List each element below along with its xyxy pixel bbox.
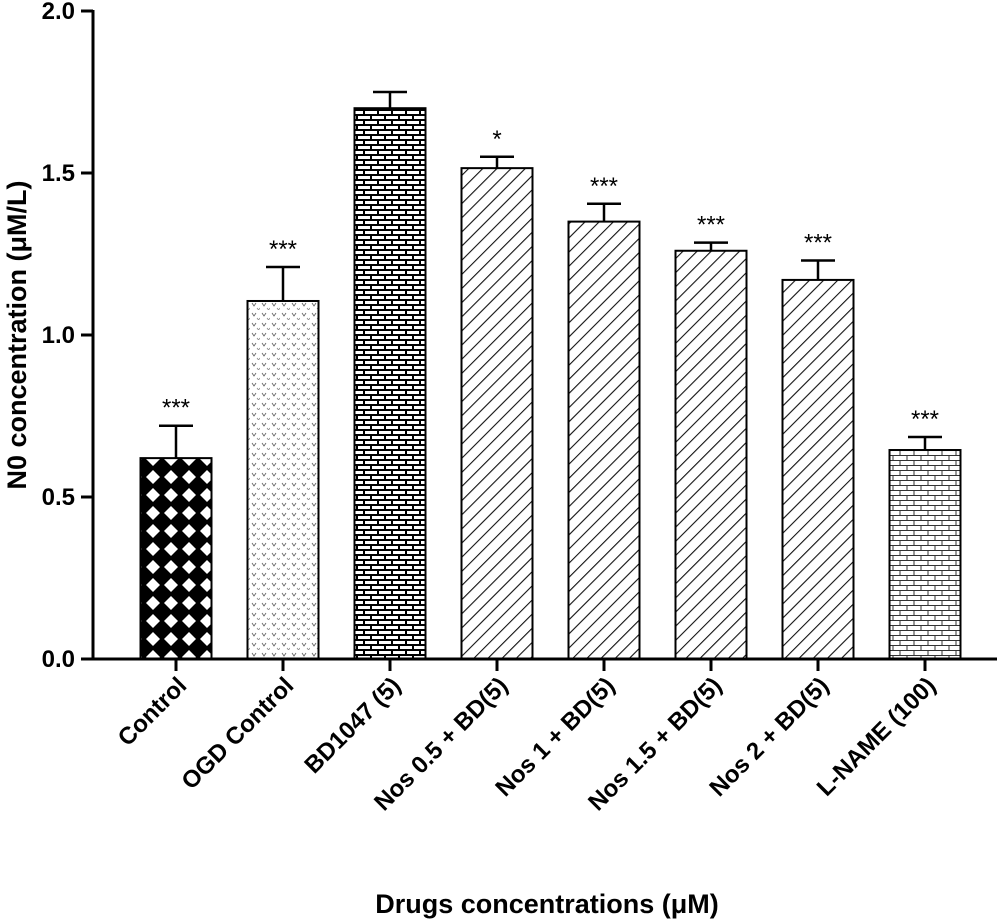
bar xyxy=(139,457,213,660)
bar xyxy=(781,278,855,660)
y-axis-title: N0 concentration (μM/L) xyxy=(2,180,32,489)
significance-marker: *** xyxy=(590,173,618,200)
significance-marker: *** xyxy=(911,406,939,433)
significance-marker: *** xyxy=(162,395,190,422)
y-tick-label: 1.5 xyxy=(42,160,75,187)
bar xyxy=(460,167,534,660)
x-axis-title: Drugs concentrations (μM) xyxy=(375,889,719,919)
significance-marker: * xyxy=(492,126,501,153)
bar xyxy=(567,220,641,660)
significance-marker: *** xyxy=(697,212,725,239)
bar xyxy=(888,449,962,660)
y-tick-label: 0.5 xyxy=(42,484,75,511)
significance-marker: *** xyxy=(804,229,832,256)
x-tick-label: Control xyxy=(113,672,192,751)
x-tick-label: BD1047 (5) xyxy=(299,672,406,779)
y-tick-label: 1.0 xyxy=(42,322,75,349)
y-tick-label: 0.0 xyxy=(42,646,75,673)
bar xyxy=(674,249,748,660)
y-tick-label: 2.0 xyxy=(42,0,75,25)
significance-marker: *** xyxy=(269,236,297,263)
x-tick-label: OGD Control xyxy=(176,672,299,795)
bar xyxy=(246,299,320,660)
bar xyxy=(353,107,427,660)
